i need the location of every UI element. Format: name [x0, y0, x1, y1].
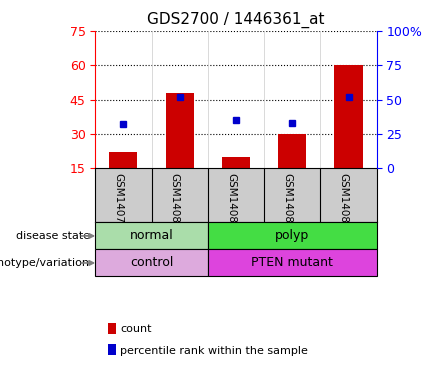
Title: GDS2700 / 1446361_at: GDS2700 / 1446361_at — [147, 12, 325, 28]
Bar — [109, 152, 137, 168]
Text: control: control — [130, 257, 173, 270]
Bar — [208, 222, 377, 250]
Text: disease state: disease state — [16, 231, 90, 241]
Bar — [334, 65, 362, 168]
Text: count: count — [120, 324, 152, 334]
Bar — [208, 250, 377, 276]
Text: polyp: polyp — [275, 229, 310, 242]
Text: percentile rank within the sample: percentile rank within the sample — [120, 346, 308, 356]
Text: PTEN mutant: PTEN mutant — [251, 257, 333, 270]
Text: GSM140792: GSM140792 — [113, 173, 123, 236]
Text: normal: normal — [129, 229, 174, 242]
Text: GSM140817: GSM140817 — [282, 173, 292, 236]
Bar — [95, 222, 208, 250]
Text: GSM140818: GSM140818 — [339, 173, 349, 236]
Bar — [278, 134, 306, 168]
Bar — [165, 93, 194, 168]
Bar — [222, 157, 250, 168]
Text: GSM140813: GSM140813 — [226, 173, 236, 236]
Bar — [95, 250, 208, 276]
Text: GSM140816: GSM140816 — [170, 173, 180, 236]
Text: genotype/variation: genotype/variation — [0, 258, 90, 268]
